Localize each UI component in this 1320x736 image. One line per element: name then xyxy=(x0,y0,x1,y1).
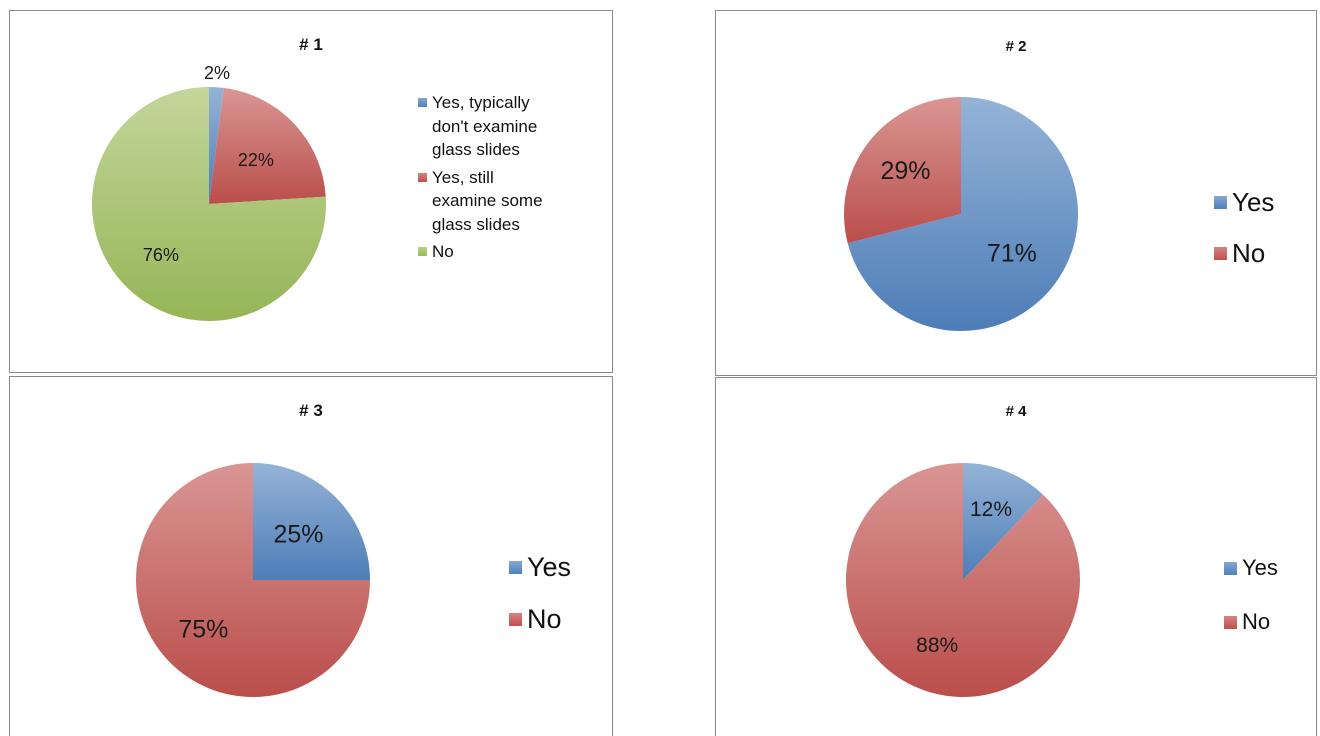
chart-title: # 4 xyxy=(1005,403,1027,420)
legend-label: No xyxy=(432,242,454,261)
pie-chart: 25% 75% xyxy=(136,463,370,697)
legend-swatch xyxy=(1224,615,1237,629)
legend-swatch xyxy=(1214,247,1227,260)
pie-slice-yes xyxy=(963,463,1044,580)
pie-slice-no xyxy=(92,87,327,321)
pie-chart: 2% 22% 76% xyxy=(92,63,327,321)
pie-slice-no xyxy=(846,463,1080,697)
data-label: 71% xyxy=(987,239,1037,267)
legend-label: examine some xyxy=(432,191,543,210)
legend-swatch xyxy=(1214,196,1227,209)
chart-legend: Yes No xyxy=(1214,177,1274,279)
legend-item: No xyxy=(1214,228,1274,279)
data-label: 22% xyxy=(238,150,274,170)
pie-slice-yes xyxy=(253,463,370,580)
chart-title: # 2 xyxy=(1005,38,1027,55)
legend-label: No xyxy=(1242,609,1271,634)
legend-item: Yes, typically don't examine glass slides xyxy=(418,91,543,162)
data-label: 12% xyxy=(970,498,1012,521)
legend-item: Yes xyxy=(1224,541,1278,595)
legend-label: No xyxy=(527,604,562,634)
chart-panel-2: # 2 71% 29% Yes No xyxy=(715,10,1317,376)
chart-title: # 3 xyxy=(299,401,323,420)
legend-item: No xyxy=(1224,595,1278,649)
pie-slice-no xyxy=(844,97,961,244)
legend-swatch xyxy=(1224,561,1237,575)
chart-panel-3: # 3 25% 75% Yes No xyxy=(9,376,613,736)
pie-slice-yes xyxy=(847,97,1078,331)
legend-item: Yes xyxy=(509,541,571,593)
legend-swatch xyxy=(509,560,522,574)
data-label: 76% xyxy=(143,245,179,265)
pie-slice-yes-still-examine-some-glass-slides xyxy=(209,87,326,204)
legend-item: Yes, still examine some glass slides xyxy=(418,166,543,237)
legend-label: Yes xyxy=(527,552,572,582)
pie-slice-no xyxy=(136,463,370,697)
data-label: 25% xyxy=(273,520,323,548)
data-label: 75% xyxy=(178,616,228,644)
legend-label: Yes xyxy=(1232,187,1275,217)
chart-legend: Yes No xyxy=(509,541,571,645)
legend-swatch xyxy=(418,247,427,257)
legend-item: No xyxy=(418,240,543,264)
legend-label: don't examine xyxy=(432,116,538,136)
chart-legend: Yes, typically don't examine glass slides Y… xyxy=(418,91,543,268)
data-label: 2% xyxy=(204,63,230,83)
legend-swatch xyxy=(418,98,427,108)
chart-legend: Yes No xyxy=(1224,541,1278,649)
pie-chart: 12% 88% xyxy=(846,463,1080,697)
legend-label: Yes, still xyxy=(432,167,494,187)
legend-swatch xyxy=(509,612,522,626)
chart-panel-1: # 1 2% 22% 76% Yes, typically don't examine… xyxy=(9,10,613,373)
chart-title: # 1 xyxy=(299,35,323,54)
legend-label: Yes xyxy=(1242,555,1278,580)
pie-chart: 71% 29% xyxy=(844,97,1078,331)
legend-label: Yes, typically xyxy=(432,93,530,112)
legend-label: glass slides xyxy=(432,140,520,159)
legend-item: Yes xyxy=(1214,177,1274,228)
data-label: 29% xyxy=(881,157,931,185)
chart-panel-4: # 4 12% 88% Yes No xyxy=(715,377,1317,736)
pie-slice-yes-typically-don-t-examine-glass-slides xyxy=(209,87,224,204)
legend-label: glass slides xyxy=(432,214,520,234)
legend-item: No xyxy=(509,593,571,645)
legend-label: No xyxy=(1232,238,1266,268)
legend-swatch xyxy=(418,172,427,182)
data-label: 88% xyxy=(916,634,958,657)
